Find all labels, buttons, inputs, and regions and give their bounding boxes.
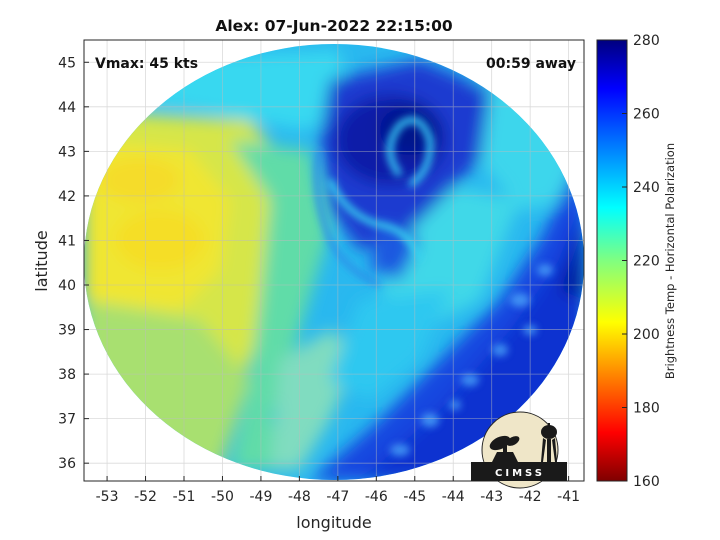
y-tick-label: 36	[58, 456, 76, 472]
x-tick-label: -45	[403, 489, 426, 505]
colorbar-tick-label: 280	[633, 33, 660, 49]
cimss-logo: CIMSS	[471, 411, 567, 489]
y-tick-label: 45	[58, 55, 76, 71]
x-tick-label: -51	[173, 489, 196, 505]
y-tick-label: 39	[58, 323, 76, 339]
x-tick-label: -43	[480, 489, 503, 505]
figure-title: Alex: 07-Jun-2022 22:15:00	[215, 17, 453, 35]
colorbar-tick-label: 240	[633, 180, 660, 196]
colorbar: 160 180 200 220 240 260 280 Brightness Temp - …	[596, 33, 677, 490]
x-tick-label: -53	[96, 489, 119, 505]
x-tick-label: -52	[134, 489, 157, 505]
colorbar-tick-label: 160	[633, 474, 660, 490]
y-tick-label: 43	[58, 144, 76, 160]
x-tick-label: -50	[211, 489, 234, 505]
x-tick-label: -44	[442, 489, 465, 505]
colorbar-label: Brightness Temp - Horizontal Polarizatio…	[663, 143, 677, 379]
plot-frame	[83, 39, 585, 482]
radar-dish-icon	[489, 435, 520, 462]
x-tick-label: -48	[288, 489, 311, 505]
colorbar-tick-label: 220	[633, 254, 660, 270]
x-tick-label: -41	[557, 489, 580, 505]
logo-text: CIMSS	[495, 468, 545, 479]
y-tick-label: 42	[58, 189, 76, 205]
y-tick-label: 40	[58, 278, 76, 294]
water-tower-icon	[541, 423, 557, 462]
y-tick-label: 41	[58, 233, 76, 249]
colorbar-tick-label: 260	[633, 107, 660, 123]
x-axis-ticks: -53 -52 -51 -50 -49 -48 -47 -46 -45 -44 -43 -42 -41	[96, 476, 580, 505]
time-away-annotation: 00:59 away	[486, 56, 576, 72]
x-tick-label: -42	[519, 489, 542, 505]
y-axis-label: latitude	[32, 230, 51, 291]
map-grid	[84, 40, 584, 481]
x-tick-label: -49	[249, 489, 272, 505]
y-tick-label: 44	[58, 100, 76, 116]
colorbar-ticks: 160 180 200 220 240 260 280	[622, 33, 660, 490]
x-tick-label: -46	[365, 489, 388, 505]
y-axis-ticks: 36 37 38 39 40 41 42 43 44 45	[58, 55, 89, 472]
y-tick-label: 37	[58, 412, 76, 428]
colorbar-tick-label: 180	[633, 401, 660, 417]
x-tick-label: -47	[326, 489, 349, 505]
x-axis-label: longitude	[296, 513, 371, 532]
y-tick-label: 38	[58, 367, 76, 383]
vmax-annotation: Vmax: 45 kts	[95, 56, 198, 72]
colorbar-tick-label: 200	[633, 327, 660, 343]
